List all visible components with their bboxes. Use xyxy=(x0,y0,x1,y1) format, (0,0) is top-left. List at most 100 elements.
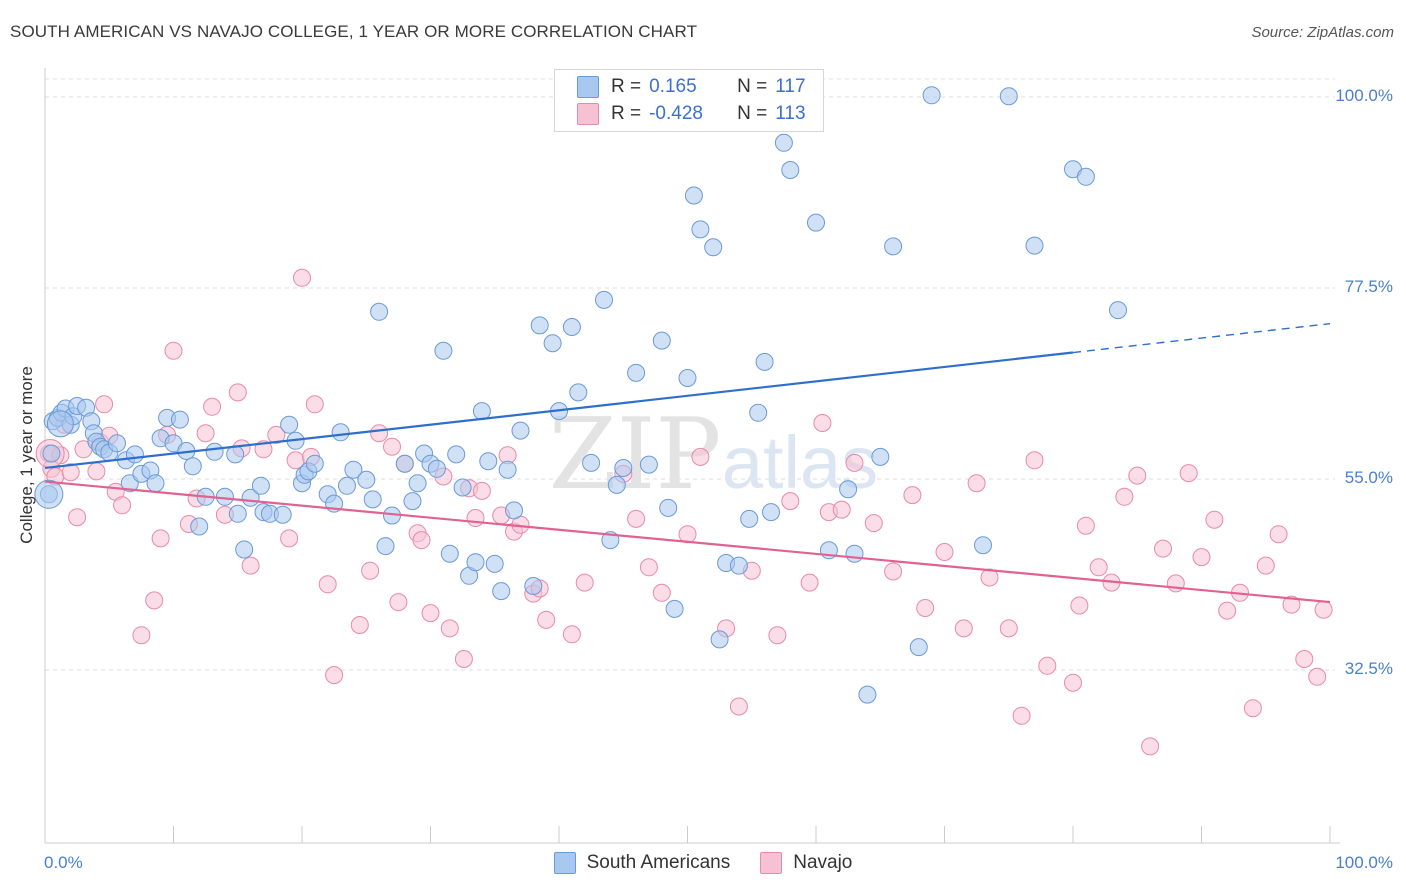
data-point xyxy=(665,599,684,618)
data-point xyxy=(447,445,466,464)
data-point xyxy=(543,334,562,353)
data-point xyxy=(781,492,800,511)
data-point xyxy=(108,434,126,453)
data-point xyxy=(1192,548,1211,567)
data-point xyxy=(1012,706,1031,725)
data-point xyxy=(492,582,511,601)
data-point xyxy=(412,531,431,550)
data-point xyxy=(999,87,1018,106)
x-tick-label: 100.0% xyxy=(1335,853,1393,872)
data-point xyxy=(800,573,819,592)
data-point xyxy=(659,498,678,517)
data-point xyxy=(113,496,132,515)
data-point xyxy=(1205,510,1224,529)
data-point xyxy=(42,444,61,463)
data-point xyxy=(203,397,222,416)
data-point xyxy=(280,415,299,434)
data-point xyxy=(740,509,759,528)
south-american-points xyxy=(34,86,1127,704)
data-point xyxy=(1295,650,1314,668)
data-point xyxy=(903,486,922,505)
legend-row-navajo: R = -0.428 N = 113 xyxy=(577,101,806,127)
data-point xyxy=(479,452,498,471)
legend-label: South Americans xyxy=(586,852,731,873)
r-label: R = xyxy=(611,76,642,97)
y-tick-label: 77.5% xyxy=(1344,277,1393,296)
data-point xyxy=(1179,464,1198,483)
data-point xyxy=(454,650,473,668)
data-point xyxy=(267,425,286,444)
data-point xyxy=(627,509,646,528)
data-point xyxy=(678,525,697,544)
data-point xyxy=(1269,525,1288,544)
data-point xyxy=(774,133,793,152)
data-point xyxy=(145,591,164,610)
data-point xyxy=(1141,737,1160,756)
data-point xyxy=(575,573,594,592)
data-point xyxy=(704,238,723,257)
data-point xyxy=(562,318,581,336)
legend-row-south-americans: R = 0.165 N = 117 xyxy=(577,74,806,100)
trend-line-south-americans xyxy=(44,351,1074,470)
r-label: R = xyxy=(611,103,642,124)
y-tick-label: 55.0% xyxy=(1344,468,1393,487)
data-point xyxy=(562,625,581,644)
data-point xyxy=(485,554,504,573)
data-point xyxy=(614,459,633,477)
legend-navajo[interactable]: Navajo xyxy=(760,852,852,874)
data-point xyxy=(1154,539,1172,558)
data-point xyxy=(909,638,928,657)
pink-swatch xyxy=(760,852,783,874)
data-point xyxy=(627,363,646,382)
data-point xyxy=(1243,699,1262,718)
data-point xyxy=(652,331,671,350)
data-point xyxy=(228,383,247,402)
legend-label: Navajo xyxy=(793,852,853,873)
data-point xyxy=(164,341,183,360)
data-point xyxy=(762,503,780,522)
data-point xyxy=(967,474,986,493)
data-point xyxy=(845,453,864,472)
data-point xyxy=(1308,667,1327,686)
data-point xyxy=(595,290,613,309)
data-point xyxy=(196,424,215,443)
data-point xyxy=(505,501,523,520)
data-point xyxy=(383,437,401,456)
data-point xyxy=(639,455,658,474)
data-point xyxy=(1038,656,1057,675)
data-point xyxy=(768,626,787,645)
data-point xyxy=(254,440,273,459)
data-point xyxy=(344,460,363,479)
trend-lines xyxy=(44,322,1331,604)
data-point xyxy=(537,610,556,629)
data-point xyxy=(1115,487,1134,506)
y-tick-label: 32.5% xyxy=(1344,659,1393,678)
source-label: Source: ZipAtlas.com xyxy=(1251,24,1394,41)
data-point xyxy=(389,593,408,612)
data-point xyxy=(280,529,299,548)
n-value: 113 xyxy=(775,103,806,124)
data-point xyxy=(408,474,427,493)
data-point xyxy=(151,529,170,548)
data-point xyxy=(1064,673,1082,692)
data-point xyxy=(1314,600,1333,619)
blue-swatch xyxy=(553,852,576,874)
data-point xyxy=(95,395,114,414)
data-point xyxy=(325,666,344,685)
blue-swatch xyxy=(577,76,599,98)
data-point xyxy=(729,556,748,575)
data-point xyxy=(1128,466,1147,485)
data-point xyxy=(729,697,748,716)
data-point xyxy=(530,316,549,335)
data-point xyxy=(871,447,890,466)
data-point xyxy=(125,445,144,464)
data-point xyxy=(569,383,588,402)
data-point xyxy=(935,543,954,561)
data-point xyxy=(241,556,260,575)
data-point xyxy=(376,537,395,556)
legend-south-americans[interactable]: South Americans xyxy=(553,852,731,874)
data-point xyxy=(440,619,459,638)
data-point xyxy=(466,553,485,572)
data-point xyxy=(228,504,247,523)
